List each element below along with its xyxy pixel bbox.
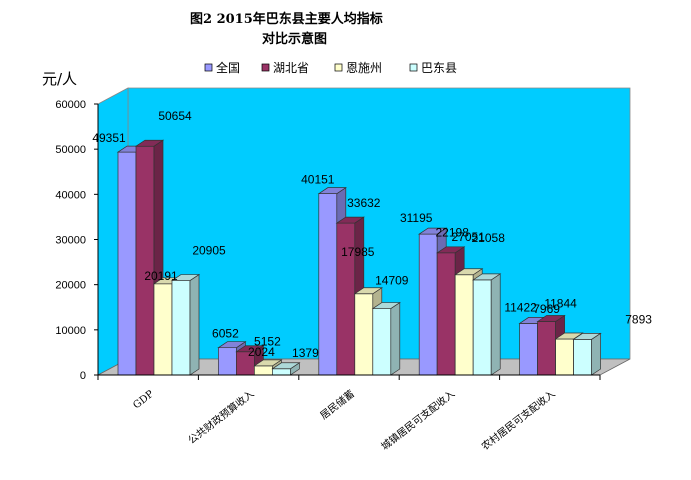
bar-front <box>117 151 137 376</box>
data-label: 17985 <box>341 245 375 259</box>
y-tick-label: 60000 <box>55 99 86 111</box>
data-label: 21058 <box>472 231 506 245</box>
bar-top <box>253 359 283 367</box>
bar <box>371 301 401 376</box>
x-category-label: 城镇居民可支配收入 <box>378 387 457 453</box>
bar-top <box>536 315 566 322</box>
legend-swatch <box>204 63 213 72</box>
data-label: 11844 <box>544 297 577 311</box>
bar-front <box>372 308 392 376</box>
bar-front <box>418 233 438 376</box>
legend-label: 恩施州 <box>346 61 382 75</box>
bar-top <box>572 332 602 340</box>
bar-top <box>170 274 201 281</box>
data-label: 7893 <box>625 312 652 326</box>
bar <box>572 332 602 376</box>
data-label: 6052 <box>212 327 239 341</box>
data-label: 20905 <box>192 244 226 258</box>
bar-side <box>189 273 200 376</box>
x-category-label: 农村居民可支配收入 <box>479 387 558 453</box>
data-label: 14709 <box>375 274 409 288</box>
bar-top <box>353 287 383 295</box>
bar-top <box>235 345 265 353</box>
data-label: 31195 <box>400 211 433 225</box>
legend-label: 湖北省 <box>273 60 309 75</box>
bar-front <box>218 347 237 376</box>
data-label: 7969 <box>533 302 560 316</box>
bar-front <box>318 193 338 376</box>
legend-swatch <box>334 63 343 72</box>
bar <box>170 273 201 376</box>
y-tick-label: 50000 <box>55 144 86 156</box>
bar-top <box>418 227 448 235</box>
data-label: 27051 <box>452 230 486 244</box>
data-label: 50654 <box>158 109 192 123</box>
legend-label: 巴东县 <box>421 61 457 75</box>
bar-front <box>436 252 456 376</box>
bar-top <box>271 362 301 370</box>
bar-front <box>171 280 191 376</box>
y-tick-label: 40000 <box>55 189 86 201</box>
y-tick-label: 0 <box>80 370 86 382</box>
bars <box>116 139 602 376</box>
bar-side <box>591 332 601 376</box>
legend-swatch <box>261 63 270 72</box>
data-label: 11422 <box>504 300 537 314</box>
bar-top <box>217 341 247 349</box>
x-category-label: 居民储蓄 <box>317 387 357 422</box>
bar-side <box>490 273 501 376</box>
data-label: 5152 <box>254 335 281 349</box>
y-tick-label: 10000 <box>55 325 86 337</box>
data-label: 2024 <box>248 345 275 359</box>
data-label: 22198 <box>436 226 470 240</box>
chart-title-line1: 图2 2015年巴东县主要人均指标 <box>190 11 383 27</box>
y-axis: 0 10000 20000 30000 40000 50000 60000 <box>55 99 99 382</box>
bar-front <box>555 338 574 376</box>
y-tick-label: 30000 <box>55 235 86 247</box>
data-label: 1379 <box>292 346 319 360</box>
data-label: 20191 <box>144 269 178 283</box>
legend-label: 全国 <box>216 60 240 75</box>
data-label: 49351 <box>92 131 126 145</box>
y-axis-unit-label: 元/人 <box>42 70 77 88</box>
bar-side <box>390 301 401 376</box>
bar-top <box>371 302 401 309</box>
bar <box>472 273 502 376</box>
y-tick-label: 20000 <box>55 280 86 292</box>
legend: 全国 湖北省 恩施州 巴东县 <box>204 60 457 75</box>
data-label: 40151 <box>301 173 335 187</box>
x-category-label: 公共财政预算收入 <box>185 387 256 446</box>
bar-top <box>335 216 365 224</box>
x-category-label: GDP <box>131 389 156 412</box>
bar-top <box>317 187 347 195</box>
bar-front <box>153 283 173 376</box>
bar-front <box>254 365 273 376</box>
bar-top <box>436 246 466 254</box>
x-axis: GDP 公共财政预算收入 居民储蓄 城镇居民可支配收入 农村居民可支配收入 <box>97 374 601 453</box>
bar-front <box>454 274 474 376</box>
bar-top <box>134 139 165 147</box>
bar-top <box>454 268 484 276</box>
bar-top <box>472 273 502 281</box>
chart-title-line2: 对比示意图 <box>262 31 327 47</box>
bar-front <box>573 338 592 376</box>
bar-front <box>354 293 374 376</box>
bar-front <box>272 368 291 376</box>
legend-swatch <box>409 63 418 72</box>
bar-front <box>135 145 155 376</box>
bar-front <box>472 279 492 376</box>
bar-front <box>537 321 556 376</box>
bar-front <box>519 323 538 376</box>
data-label: 33632 <box>347 196 381 210</box>
